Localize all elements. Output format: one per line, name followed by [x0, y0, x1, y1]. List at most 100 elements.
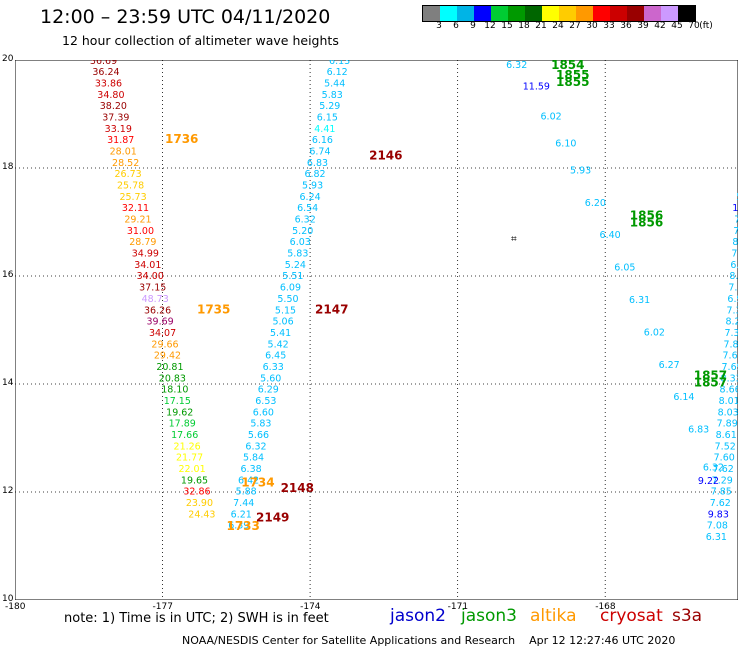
- legend-label: 36: [620, 21, 632, 31]
- wave-height-value: 5.50: [277, 294, 298, 305]
- wave-height-value: 29.42: [154, 351, 181, 362]
- wave-height-value: 8.01: [719, 396, 738, 407]
- wave-height-value: 5.06: [272, 317, 293, 328]
- wave-height-value: 6.20: [585, 198, 606, 209]
- legend-unit: (ft): [699, 21, 713, 31]
- legend-label: 12: [484, 21, 496, 31]
- wave-height-value: 6.74: [309, 147, 330, 158]
- legend-swatch: [440, 6, 457, 21]
- wave-height-value: 5.60: [260, 373, 281, 384]
- wave-height-value: 33.86: [95, 78, 122, 89]
- wave-height-value: 6.27: [659, 360, 680, 371]
- wave-height-value: 6.12: [327, 67, 348, 78]
- wave-height-value: 6.31: [706, 532, 727, 543]
- wave-height-value: 7.89: [723, 339, 738, 350]
- wave-height-value: 7.32: [726, 305, 738, 316]
- wave-height-value: 36.26: [144, 305, 171, 316]
- legend-swatch: [474, 6, 491, 21]
- wave-height-value: 5.83: [322, 90, 343, 101]
- lon-tick-label: -174: [300, 602, 321, 612]
- wave-height-value: 6.42: [238, 475, 259, 486]
- wave-height-value: 34.00: [137, 271, 164, 282]
- wave-height-value: 5.88: [236, 487, 257, 498]
- wave-height-value: 4.41: [314, 124, 335, 135]
- wave-height-value: 6.02: [644, 327, 665, 338]
- footer-credit: NOAA/NESDIS Center for Satellite Applica…: [182, 634, 676, 647]
- wave-height-value: 6.45: [265, 351, 286, 362]
- wave-height-value: 5.41: [270, 328, 291, 339]
- wave-height-value: 5.44: [324, 78, 345, 89]
- legend-label: 21: [535, 21, 547, 31]
- pass-time-label: 1735: [197, 302, 230, 316]
- wave-height-value: 8.29: [732, 237, 738, 248]
- wave-height-value: 23.90: [186, 498, 213, 509]
- island-marker: ⌗: [511, 234, 517, 245]
- lon-tick-label: -171: [447, 602, 469, 612]
- pass-time-label: 2147: [315, 302, 348, 316]
- wave-height-value: 7.38: [724, 328, 738, 339]
- pass-time-label: 1734: [241, 476, 274, 490]
- wave-height-value: 11.59: [523, 82, 550, 93]
- wave-height-value: 7.44: [233, 498, 254, 509]
- wave-height-value: 6.21: [231, 509, 252, 520]
- map-grid: [15, 60, 738, 600]
- wave-height-value: 5.93: [302, 181, 323, 192]
- wave-height-value: 5.68: [736, 192, 738, 203]
- wave-height-value: 6.24: [300, 192, 321, 203]
- satellite-label: jason2: [390, 606, 446, 626]
- wave-height-value: 26.73: [115, 169, 142, 180]
- wave-height-value: 6.83: [688, 425, 709, 436]
- legend-swatch: [542, 6, 559, 21]
- legend-label: 3: [436, 21, 442, 31]
- wave-height-value: 6.32: [295, 215, 316, 226]
- legend-label: 42: [654, 21, 666, 31]
- pass-time-label: 1857: [694, 376, 727, 390]
- wave-height-value: 19.62: [166, 407, 193, 418]
- wave-height-value: 7.52: [715, 441, 736, 452]
- wave-height-value: 5.20: [292, 226, 313, 237]
- wave-height-value: 7.10: [733, 226, 738, 237]
- wave-height-value: 6.10: [555, 138, 576, 149]
- altimeter-map: 36.6936.2433.8634.8038.2037.3933.1931.87…: [15, 60, 738, 600]
- wave-height-value: 7.60: [714, 453, 735, 464]
- wave-height-value: 5.51: [282, 271, 303, 282]
- satellite-label: altika: [530, 606, 577, 626]
- wave-height-value: 29.66: [151, 339, 178, 350]
- wave-height-value: 7.03: [734, 215, 738, 226]
- legend-swatch: [661, 6, 678, 21]
- wave-height-value: 6.14: [673, 392, 694, 403]
- track-a: 36.6936.2433.8634.8038.2037.3933.1931.87…: [90, 60, 216, 520]
- legend-swatch: [423, 6, 440, 21]
- legend-swatch: [644, 6, 661, 21]
- wave-height-value: 5.24: [285, 260, 306, 271]
- pass-time-label: 1855: [556, 68, 589, 82]
- wave-height-value: 21.26: [174, 441, 201, 452]
- wave-height-value: 22.01: [178, 464, 205, 475]
- wave-height-value: 39.69: [146, 317, 173, 328]
- wave-height-value: 6.38: [241, 464, 262, 475]
- wave-height-value: 5.66: [248, 430, 269, 441]
- wave-height-value: 6.83: [307, 158, 328, 169]
- legend-swatch: [627, 6, 644, 21]
- wave-height-value: 36.24: [92, 67, 119, 78]
- wave-height-value: 10.78: [732, 203, 738, 214]
- pass-time-label: 1736: [165, 132, 198, 146]
- wave-height-value: 17.15: [164, 396, 191, 407]
- pass-time-label: 1733: [226, 519, 259, 533]
- track-b: 6.136.125.445.835.296.154.416.166.746.83…: [228, 60, 350, 532]
- wave-height-value: 6.33: [263, 362, 284, 373]
- legend-label: 70: [688, 21, 700, 31]
- legend-label: 30: [586, 21, 598, 31]
- wave-height-value: 6.82: [304, 169, 325, 180]
- wave-height-value: 5.42: [268, 339, 289, 350]
- lat-tick-label: 20: [2, 54, 14, 64]
- wave-height-value: 34.99: [132, 249, 159, 260]
- pass-time-label: 1857: [694, 369, 727, 383]
- wave-height-value: 6.05: [614, 263, 635, 274]
- wave-height-value: 18.10: [161, 385, 188, 396]
- wave-height-value: 8.03: [718, 407, 738, 418]
- wave-height-value: 5.29: [319, 101, 340, 112]
- wave-height-value: 7.08: [707, 521, 728, 532]
- map-subtitle: 12 hour collection of altimeter wave hei…: [62, 33, 339, 48]
- wave-height-value: 7.85: [711, 487, 732, 498]
